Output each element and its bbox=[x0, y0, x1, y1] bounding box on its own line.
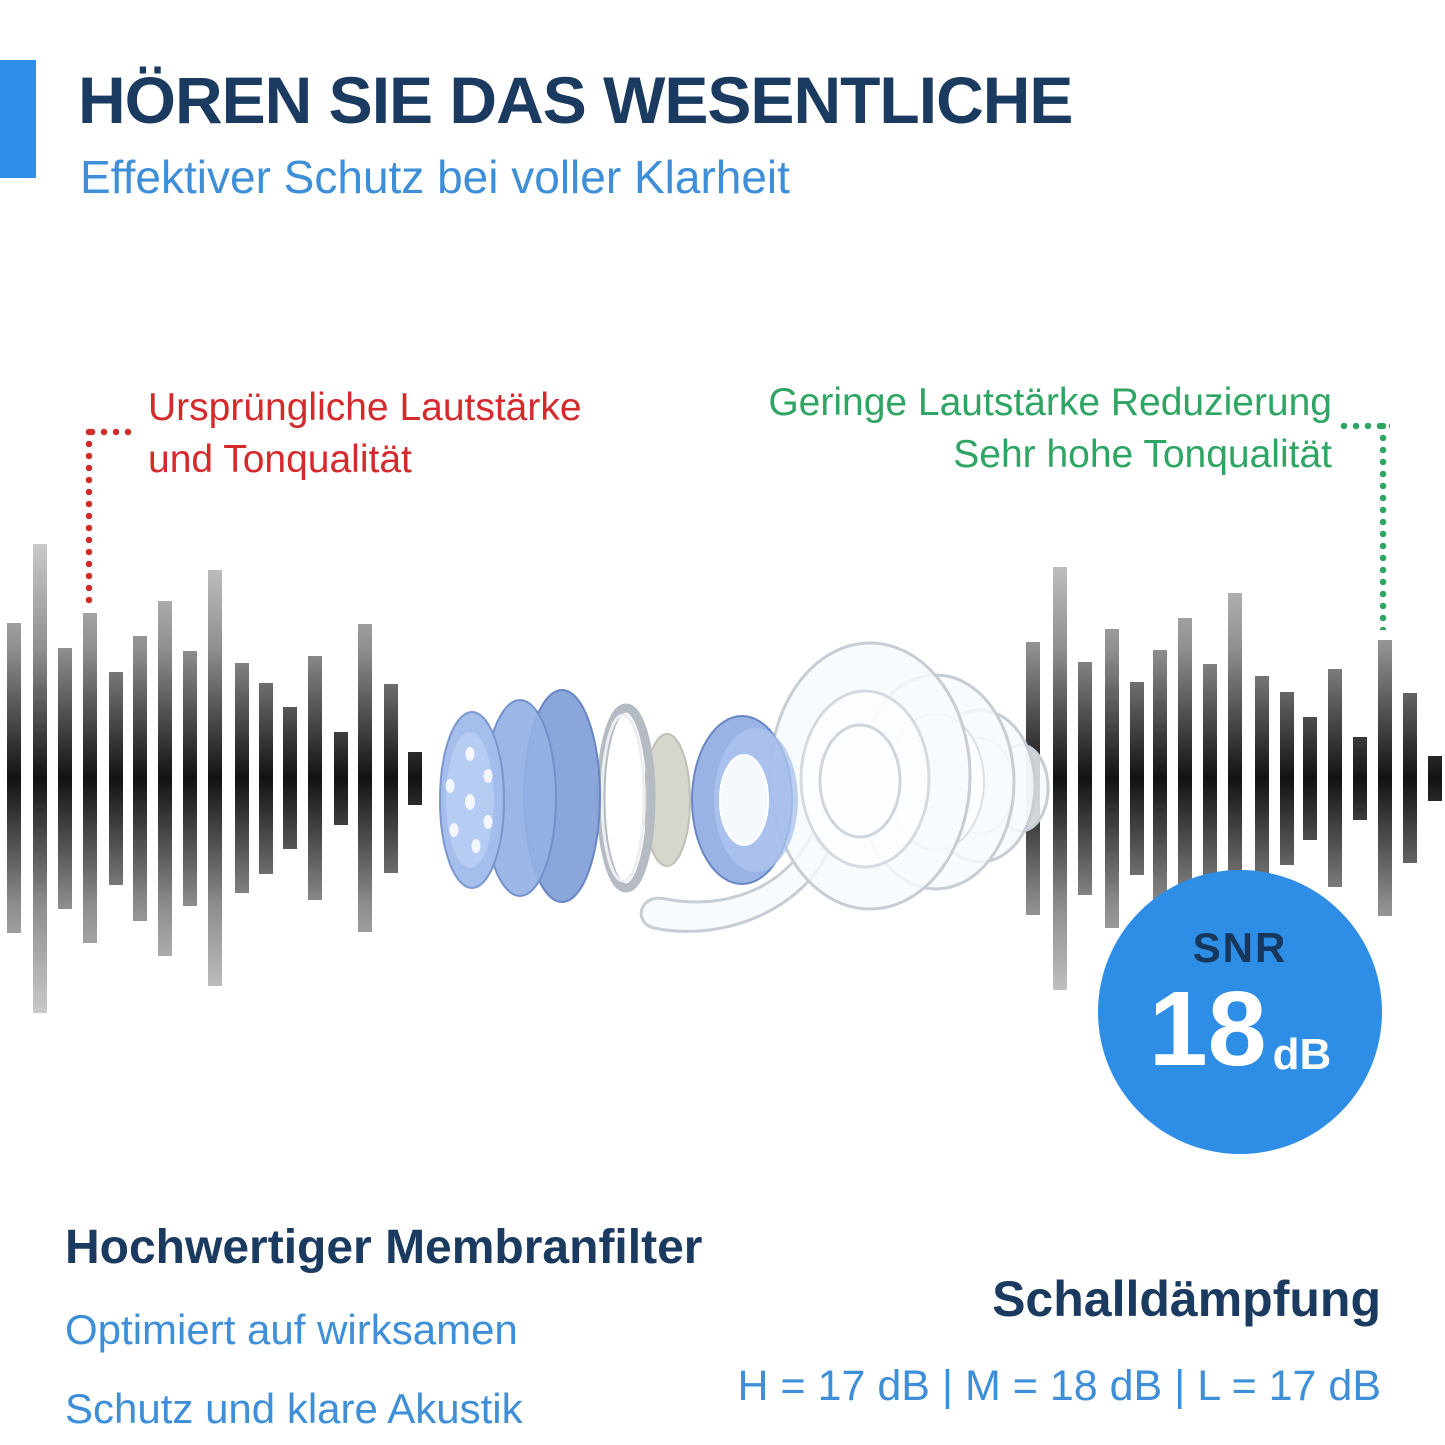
waveform-bar bbox=[109, 671, 123, 885]
waveform-bar bbox=[1105, 628, 1119, 928]
feature-attenuation: Schalldämpfung H = 17 dB | M = 18 dB | L… bbox=[738, 1270, 1381, 1411]
waveform-bar bbox=[1303, 716, 1317, 840]
waveform-bar bbox=[83, 613, 97, 943]
waveform-bar bbox=[334, 731, 348, 825]
waveform-bar bbox=[1403, 693, 1417, 863]
earplug-body bbox=[639, 641, 1050, 933]
waveform-bar bbox=[33, 543, 47, 1013]
feature-heading: Schalldämpfung bbox=[992, 1271, 1381, 1327]
snr-value: 18 bbox=[1148, 970, 1267, 1089]
snr-badge: SNR 18 dB bbox=[1098, 870, 1382, 1154]
waveform-bar bbox=[1153, 649, 1167, 907]
feature-membrane-filter: Hochwertiger Membranfilter Optimiert auf… bbox=[65, 1220, 702, 1433]
filter-ring bbox=[596, 703, 656, 893]
connector-red-horizontal bbox=[86, 426, 136, 438]
filter-holes bbox=[445, 747, 493, 853]
feature-line: Optimiert auf wirksamen bbox=[65, 1306, 518, 1353]
feature-heading: Hochwertiger Membranfilter bbox=[65, 1221, 703, 1274]
attenuation-values: H = 17 dB | M = 18 dB | L = 17 dB bbox=[737, 1362, 1381, 1410]
product-illustration bbox=[439, 641, 1050, 933]
snr-value-row: 18 dB bbox=[1148, 970, 1332, 1089]
annotation-original-sound: Ursprüngliche Lautstärke und Tonqualität bbox=[148, 382, 582, 486]
waveform-bar bbox=[1353, 736, 1367, 820]
waveform-bar bbox=[1053, 566, 1067, 990]
filter-housing bbox=[439, 689, 601, 903]
page-subtitle: Effektiver Schutz bei voller Klarheit bbox=[80, 151, 790, 203]
waveform-bar bbox=[183, 650, 197, 906]
annotation-line: Geringe Lautstärke Reduzierung bbox=[768, 381, 1332, 424]
waveform-bar bbox=[1328, 669, 1342, 887]
snr-label: SNR bbox=[1192, 924, 1288, 972]
waveform-bar bbox=[1078, 661, 1092, 895]
waveform-bar bbox=[1178, 617, 1192, 939]
header-accent-bar bbox=[0, 60, 36, 178]
waveform-bar bbox=[259, 682, 273, 874]
snr-unit: dB bbox=[1272, 1030, 1332, 1080]
waveform-bar bbox=[358, 624, 372, 932]
waveform-bar bbox=[283, 707, 297, 849]
page-title: HÖREN SIE DAS WESENTLICHE bbox=[78, 63, 1073, 137]
waveform-bar bbox=[235, 663, 249, 893]
waveform-bar bbox=[133, 635, 147, 921]
annotation-line: Sehr hohe Tonqualität bbox=[953, 433, 1332, 476]
waveform-bar bbox=[1255, 675, 1269, 881]
earplug-stem bbox=[639, 831, 830, 933]
waveform-bar bbox=[408, 751, 422, 805]
filter-cap bbox=[691, 715, 798, 885]
annotation-line: Ursprüngliche Lautstärke bbox=[148, 386, 582, 429]
waveform-bar bbox=[384, 683, 398, 873]
waveform-bar bbox=[308, 656, 322, 900]
waveform-bar bbox=[1378, 640, 1392, 916]
waveform-bar bbox=[7, 623, 21, 933]
waveform-bar bbox=[158, 600, 172, 956]
connector-green-vertical bbox=[1377, 420, 1389, 630]
waveform-bar bbox=[208, 570, 222, 986]
waveform-bar bbox=[58, 647, 72, 909]
waveform-bar bbox=[1280, 691, 1294, 865]
waveform-bar bbox=[1428, 755, 1442, 801]
annotation-reduced-sound: Geringe Lautstärke Reduzierung Sehr hohe… bbox=[768, 377, 1332, 481]
connector-red-vertical bbox=[83, 426, 95, 604]
annotation-line: und Tonqualität bbox=[148, 438, 412, 481]
feature-line: Schutz und klare Akustik bbox=[65, 1385, 523, 1432]
waveform-bar bbox=[1130, 681, 1144, 875]
waveform-bar bbox=[1203, 663, 1217, 893]
